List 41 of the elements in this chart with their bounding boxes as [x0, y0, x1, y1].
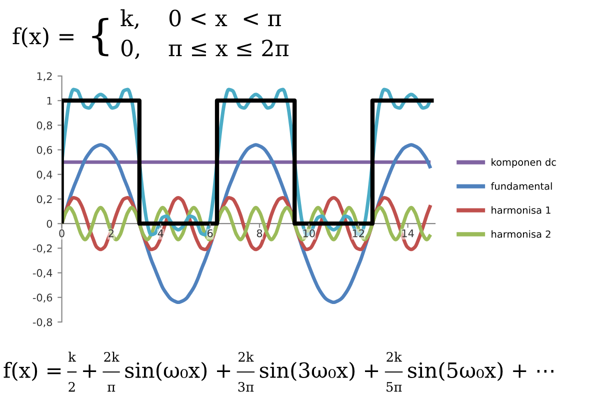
text: k, — [120, 9, 138, 30]
legend-label: komponen dc — [492, 158, 556, 168]
text: 5π — [386, 382, 402, 392]
x-tick-label: 8 — [256, 229, 262, 238]
text: π ≤ x ≤ 2π — [168, 40, 289, 56]
y-tick-label: 1 — [47, 96, 52, 105]
y-tick-label: 0,6 — [36, 146, 52, 155]
x-tick-label: 0 — [59, 229, 64, 238]
text: { — [92, 18, 108, 56]
legend-label: harmonisa 1 — [492, 206, 550, 214]
text: 2k — [238, 352, 254, 362]
y-tick-label: 0,2 — [36, 195, 52, 204]
y-tick-label: -0,2 — [32, 244, 52, 254]
text: sin(ω₀x) + — [125, 362, 230, 381]
text: 3π — [238, 382, 254, 392]
y-tick-label: -0,6 — [32, 294, 52, 303]
text: f(x) = — [12, 27, 74, 48]
y-tick-label: 0 — [46, 220, 52, 228]
text: f(x) = — [4, 362, 61, 381]
y-tick-label: 1,2 — [37, 72, 52, 82]
y-tick-label: -0,4 — [32, 269, 52, 278]
text: 0 < x < π — [169, 10, 282, 26]
text: sin(3ω₀x) + — [260, 362, 378, 381]
legend-label: fundamental — [490, 182, 552, 190]
x-tick-label: 10 — [303, 229, 315, 238]
text: 0, — [121, 40, 140, 60]
x-tick-label: 6 — [208, 229, 213, 238]
legend-label: harmonisa 2 — [492, 230, 550, 238]
text: 2k — [386, 352, 402, 362]
text: k — [68, 352, 76, 362]
y-tick-label: 0,4 — [36, 170, 52, 180]
text: 2 — [68, 382, 75, 392]
x-tick-label: 14 — [402, 229, 414, 238]
y-tick-label: -0,8 — [32, 318, 52, 328]
x-tick-label: 4 — [158, 229, 164, 238]
text: 2k — [104, 352, 120, 362]
y-tick-label: 0,8 — [36, 121, 52, 130]
text: π — [108, 384, 116, 392]
x-tick-label: 12 — [352, 229, 364, 238]
text: + — [83, 364, 96, 378]
text: sin(5ω₀x) + ⋯ — [408, 362, 554, 381]
